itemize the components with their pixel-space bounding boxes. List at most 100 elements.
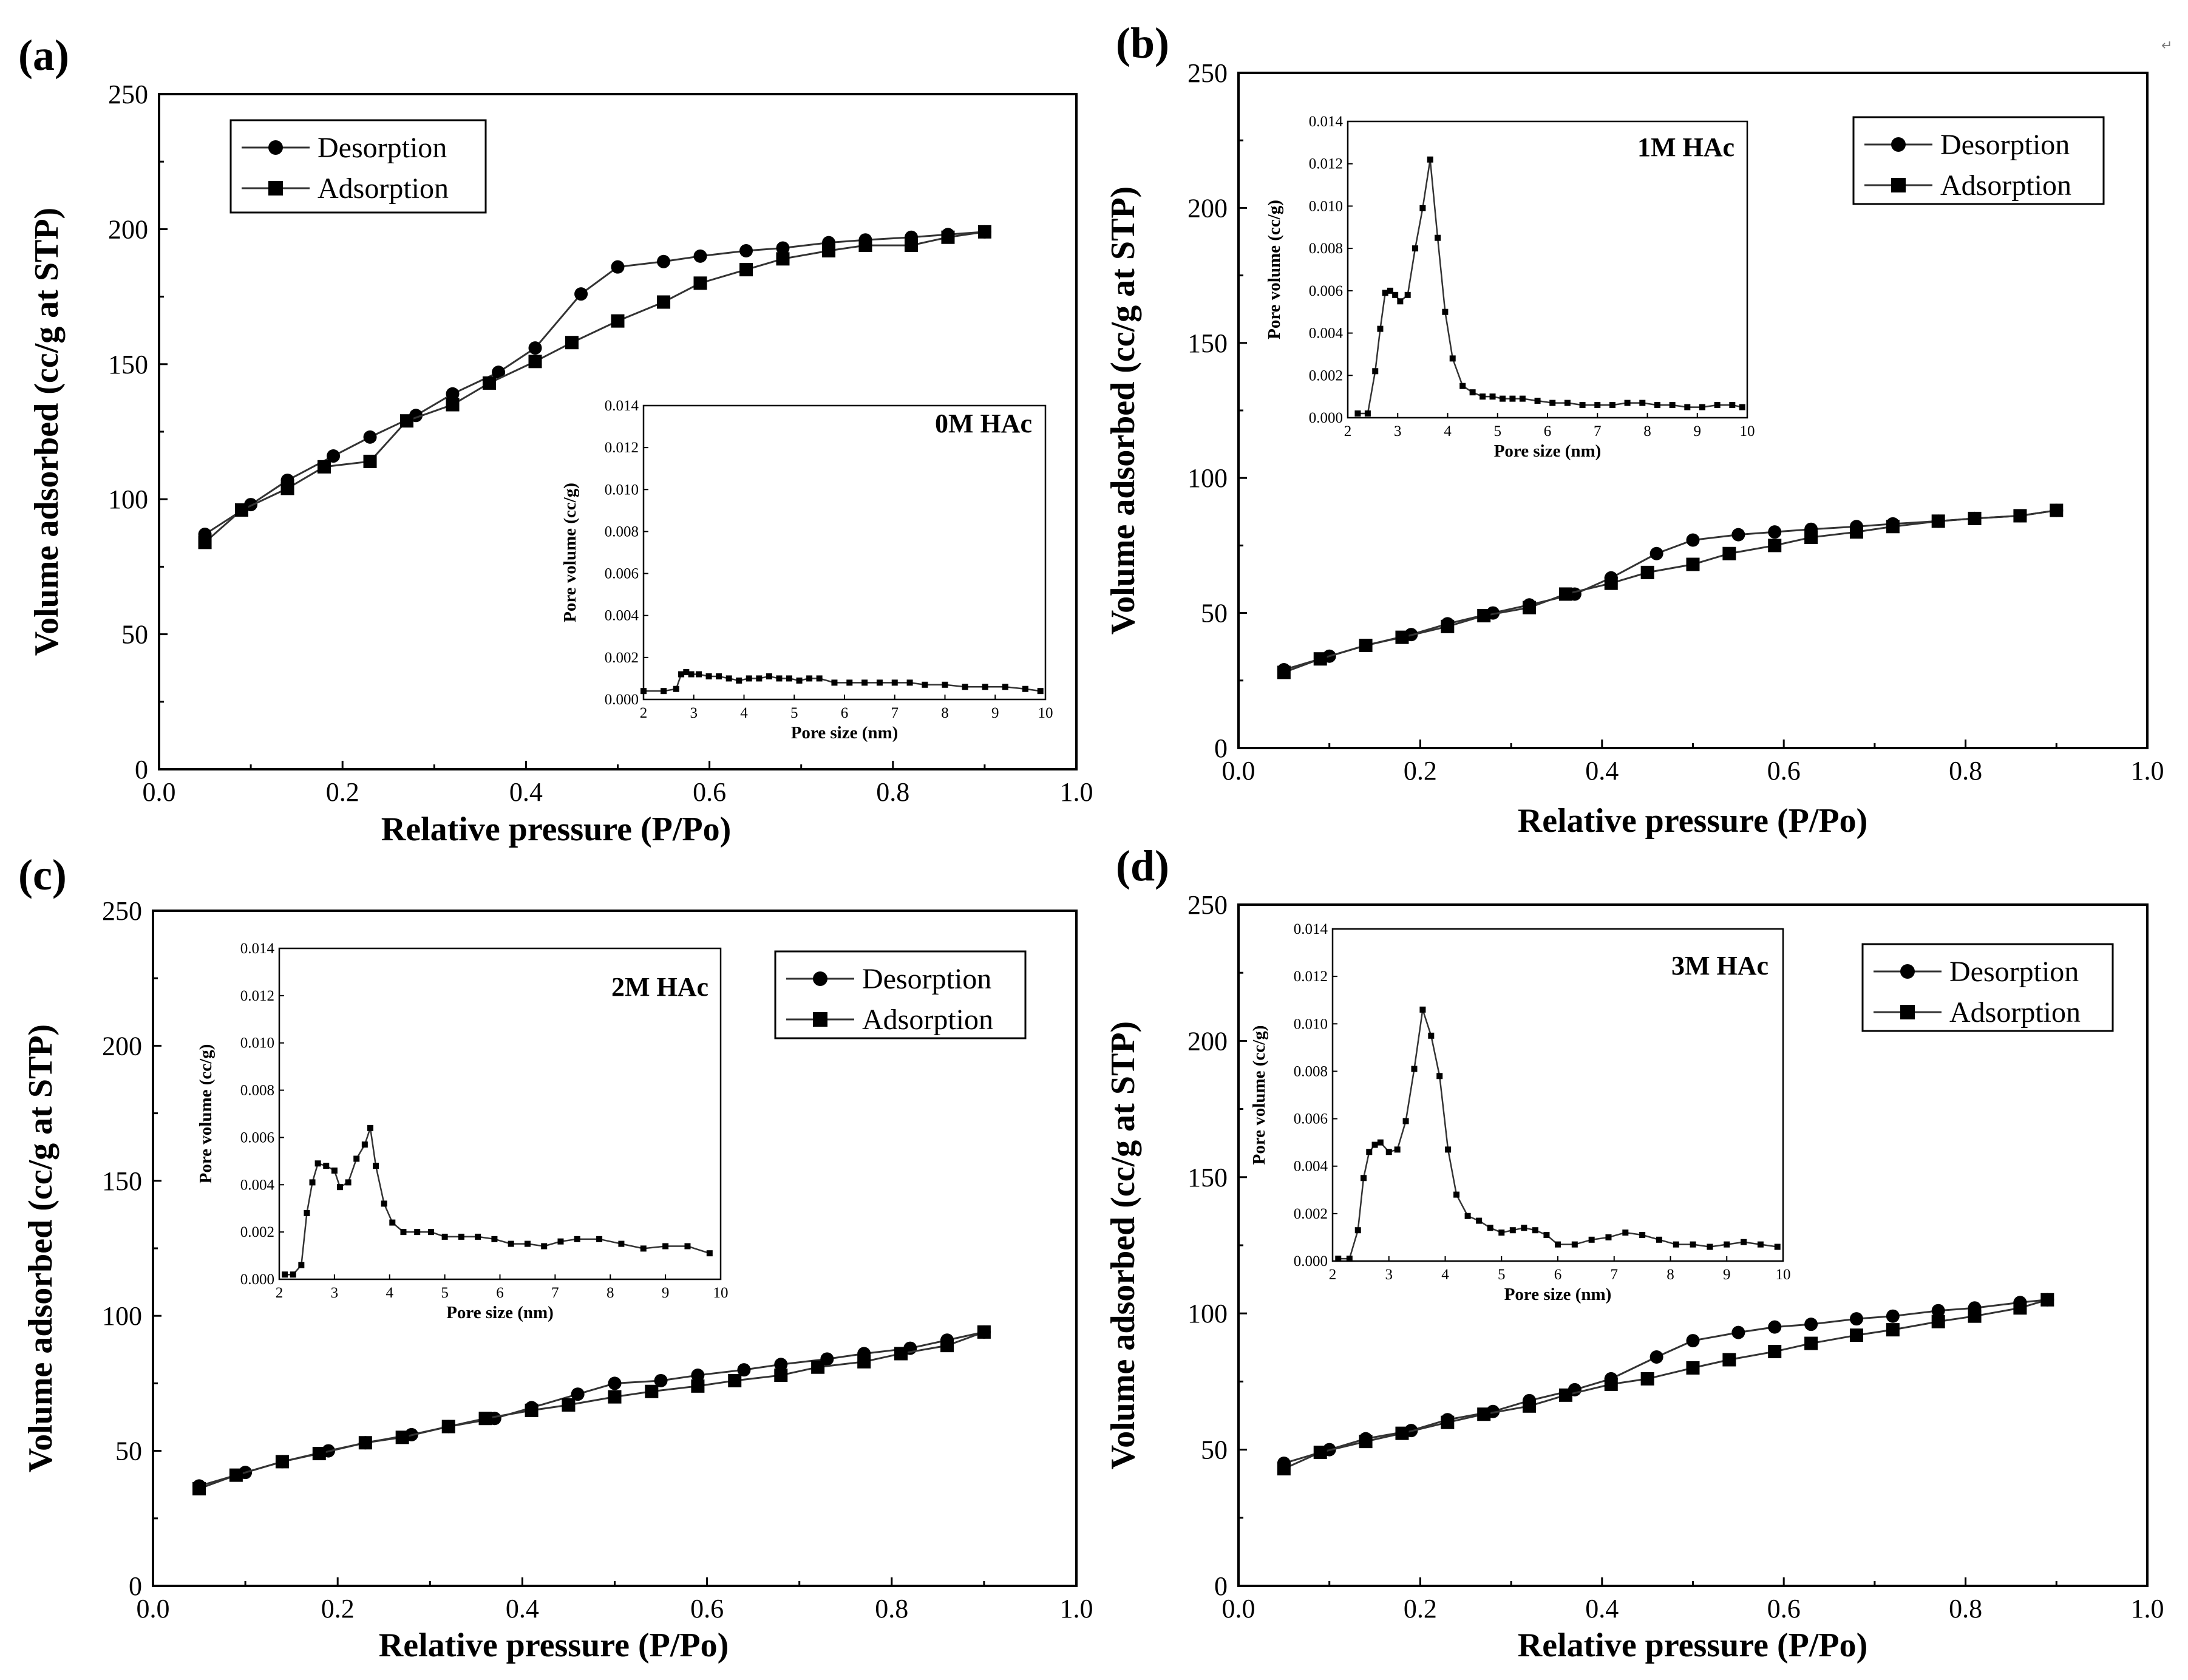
data-point (894, 1347, 908, 1361)
inset-data-point (414, 1229, 421, 1236)
x-tick-label: 0.6 (1767, 756, 1801, 786)
inset-x-tick-label: 10 (1038, 705, 1053, 721)
inset-frame (278, 947, 722, 1280)
inset-data-point (1392, 291, 1399, 298)
inset-data-point (1377, 325, 1384, 332)
inset-y-tick-label: 0.002 (240, 1224, 274, 1240)
y-tick-label: 50 (121, 620, 148, 650)
data-point (478, 1412, 492, 1426)
data-point (1804, 1336, 1818, 1350)
data-point (739, 263, 753, 277)
inset-x-tick-label: 5 (1498, 1267, 1506, 1283)
series-adsorption (192, 1325, 991, 1495)
inset-data-point (673, 685, 679, 692)
corner-return-mark: ↵ (2161, 38, 2172, 53)
x-tick-label: 0.0 (143, 777, 176, 807)
inset-data-point (1419, 205, 1426, 211)
y-tick-label: 100 (102, 1301, 142, 1331)
x-tick-label: 0.0 (137, 1594, 170, 1624)
series-adsorption (1277, 1293, 2054, 1476)
y-tick-label: 150 (102, 1166, 142, 1196)
y-tick-label: 250 (108, 80, 148, 109)
inset-data-point (1656, 1236, 1662, 1243)
inset-data-point (1464, 1212, 1471, 1219)
inset-data-point (1394, 1146, 1401, 1153)
panel-label: (b) (1116, 19, 1169, 67)
legend-swatch-marker (268, 181, 283, 196)
series-line (1283, 509, 2057, 673)
inset-data-point (367, 1124, 373, 1131)
inset-data-point (1588, 1236, 1595, 1243)
y-tick-label: 200 (108, 214, 148, 244)
inset-x-tick-label: 6 (841, 705, 849, 721)
x-tick-label: 0.0 (1222, 1594, 1255, 1624)
inset-data-point (353, 1155, 360, 1162)
inset-frame (1347, 120, 1748, 419)
inset-y-tick-label: 0.010 (605, 481, 639, 498)
inset-x-tick-label: 5 (441, 1285, 449, 1301)
data-point (654, 1373, 668, 1387)
data-point (2013, 509, 2027, 523)
data-point (1477, 609, 1491, 623)
inset-data-point (1509, 1227, 1516, 1234)
data-point (1804, 1318, 1818, 1331)
inset-data-point (1489, 393, 1496, 400)
data-point (1768, 1320, 1782, 1334)
inset-data-point (1654, 402, 1660, 409)
data-point (562, 1398, 576, 1412)
data-point (1277, 1462, 1291, 1476)
legend-entry-label: Desorption (862, 963, 991, 995)
inset-x-tick-label: 8 (1666, 1267, 1674, 1283)
inset-x-tick-label: 8 (606, 1285, 614, 1301)
inset-chart: 2 3 4 5 6 7 8 9 10 0.000 0.002 0.004 0.006 0.008 0.010… (1249, 921, 1791, 1304)
x-axis-title: Relative pressure (P/Po) (1518, 1627, 1867, 1664)
inset-data-point (1555, 1241, 1561, 1248)
inset-data-point (1594, 402, 1601, 409)
data-point (1640, 1372, 1654, 1386)
data-point (1441, 619, 1455, 633)
data-point (1441, 1415, 1455, 1429)
legend-entry-label: Adsorption (1949, 996, 2081, 1029)
inset-data-point (1549, 400, 1556, 406)
data-point (482, 376, 496, 390)
inset-data-point (1402, 1118, 1409, 1124)
y-tick-label: 0 (1214, 1571, 1228, 1601)
data-point (776, 252, 790, 266)
data-point (693, 276, 707, 290)
inset-data-point (1436, 1073, 1443, 1080)
inset-data-point (1729, 402, 1736, 409)
x-tick-label: 0.6 (693, 777, 726, 807)
inset-x-tick-label: 7 (1611, 1267, 1619, 1283)
inset-data-point (1372, 368, 1379, 375)
data-point (691, 1379, 705, 1393)
data-point (312, 1447, 326, 1461)
inset-x-axis-title: Pore size (nm) (1504, 1285, 1612, 1304)
inset-data-point (1361, 1175, 1367, 1182)
x-tick-label: 0.4 (509, 777, 543, 807)
inset-data-point (427, 1229, 434, 1236)
inset-x-tick-label: 3 (1385, 1267, 1393, 1283)
inset-data-point (831, 679, 838, 686)
inset-x-tick-label: 9 (1723, 1267, 1731, 1283)
data-point (363, 430, 377, 444)
data-point (691, 1369, 705, 1382)
panel-d: (d) 0.0 0.2 0.4 0.6 0.8 1.0 0 50 100 150 200 250 Rela… (1104, 842, 2164, 1664)
data-point (657, 295, 671, 309)
data-point (737, 1363, 751, 1377)
data-point (1722, 1353, 1736, 1367)
x-axis-title: Relative pressure (P/Po) (1518, 802, 1867, 840)
data-point (363, 454, 377, 468)
inset-data-point (1669, 402, 1676, 409)
legend-swatch-marker (1891, 178, 1906, 192)
inset-data-point (1564, 400, 1571, 406)
inset-y-tick-label: 0.014 (240, 940, 275, 957)
inset-y-tick-label: 0.000 (605, 692, 639, 708)
inset-y-tick-label: 0.002 (605, 650, 639, 666)
y-tick-label: 50 (1201, 1435, 1228, 1465)
legend: Desorption Adsorption (229, 119, 487, 214)
y-tick-label: 150 (1187, 328, 1228, 358)
inset-x-tick-label: 4 (386, 1285, 394, 1301)
inset-y-tick-label: 0.012 (1294, 968, 1328, 985)
inset-data-point (1364, 410, 1371, 417)
inset-data-point (1385, 1149, 1392, 1155)
